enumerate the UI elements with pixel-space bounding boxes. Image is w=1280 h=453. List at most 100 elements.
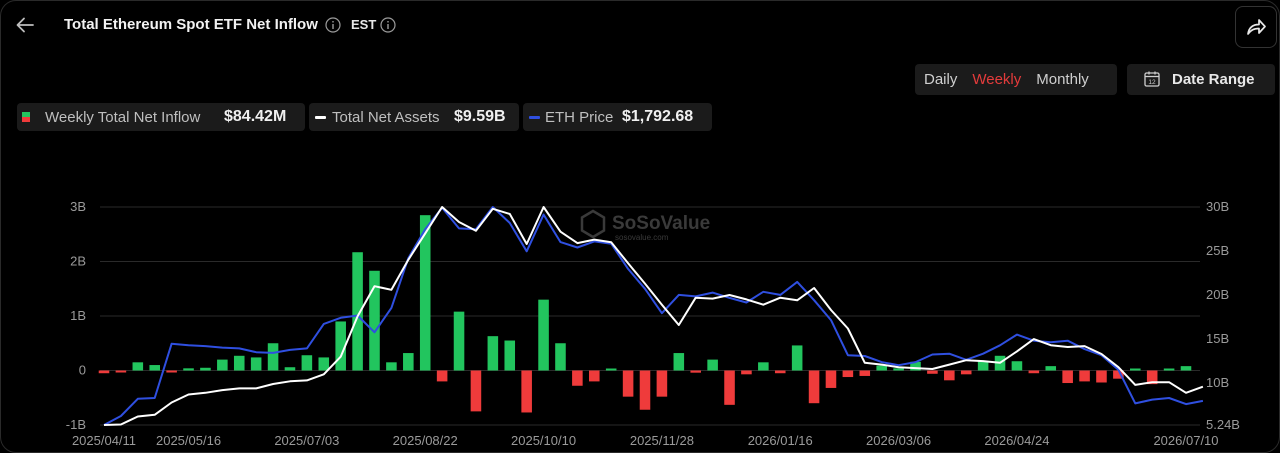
share-button[interactable] [1235, 6, 1277, 48]
y-right-tick-label: 30B [1206, 199, 1229, 214]
net-assets-line [103, 206, 1204, 426]
inflow-bar [639, 370, 651, 410]
eth-price-legend-icon [529, 116, 540, 119]
inflow-bar [335, 321, 346, 371]
inflow-bar [893, 368, 904, 371]
inflow-bar [656, 370, 668, 397]
y-right-tick-label: 10B [1206, 375, 1229, 390]
y-left-tick-label: 1B [70, 308, 86, 323]
inflow-bar [183, 368, 194, 371]
inflow-bar [436, 370, 448, 382]
inflow-bar [1079, 370, 1090, 382]
x-tick-label: 2025/08/22 [393, 433, 458, 448]
inflow-bar [605, 368, 617, 371]
inflow-bar [977, 361, 989, 371]
legend-net-assets[interactable]: Total Net Assets $9.59B [309, 103, 519, 131]
x-tick-label: 2025/07/03 [274, 433, 339, 448]
inflow-bar [318, 357, 330, 371]
inflow-bar [910, 361, 921, 371]
x-tick-label: 2025/04/11 [72, 433, 136, 448]
inflow-bar [927, 370, 938, 374]
legend-inflow-value: $84.42M [224, 108, 287, 125]
inflow-bar [369, 270, 380, 371]
y-right-tick-label: 25B [1206, 243, 1229, 258]
inflow-bar [1146, 370, 1158, 385]
x-tick-label: 2025/11/28 [630, 433, 694, 448]
inflow-bar [115, 370, 127, 373]
inflow-bar [1096, 370, 1107, 383]
y-left-tick-label: 2B [70, 254, 86, 269]
inflow-bar [538, 299, 549, 371]
inflow-bar [403, 353, 414, 371]
inflow-bar [589, 370, 600, 382]
legend-eth-price-label: ETH Price [545, 109, 614, 126]
inflow-bar [572, 370, 583, 386]
calendar-icon: 12 [1144, 71, 1160, 87]
watermark-url: sosovalue.com [615, 233, 669, 242]
timezone-info-icon[interactable] [380, 17, 396, 38]
share-icon [1247, 19, 1266, 35]
inflow-bar [876, 365, 887, 371]
y-left-tick-label: 0 [79, 363, 86, 378]
inflow-bar [504, 340, 516, 371]
inflow-bar [842, 370, 854, 378]
inflow-bar [1130, 368, 1141, 371]
legend-eth-price[interactable]: ETH Price $1,792.68 [523, 103, 712, 131]
timezone-label[interactable]: EST [351, 17, 377, 32]
inflow-bar [487, 336, 499, 371]
inflow-bar [1028, 370, 1040, 374]
inflow-bar [960, 370, 972, 375]
inflow-bar [267, 343, 279, 371]
inflow-bar [1045, 366, 1057, 371]
svg-text:12: 12 [1148, 79, 1156, 86]
inflow-bar [98, 370, 110, 374]
inflow-bar [1180, 366, 1192, 371]
x-tick-label: 2025/05/16 [156, 433, 221, 448]
legend-inflow[interactable]: Weekly Total Net Inflow $84.42M [17, 103, 305, 131]
tab-weekly[interactable]: Weekly [972, 71, 1022, 88]
inflow-bar [233, 355, 245, 371]
inflow-bar [521, 370, 532, 413]
legend-net-assets-value: $9.59B [454, 108, 506, 125]
inflow-bar [859, 370, 871, 376]
x-tick-label: 2025/10/10 [511, 433, 576, 448]
net-assets-legend-icon [315, 116, 326, 119]
interval-selector: Daily Weekly Monthly [915, 64, 1117, 95]
legend-inflow-label: Weekly Total Net Inflow [45, 109, 201, 126]
inflow-bar [132, 362, 144, 371]
inflow-bar [386, 362, 397, 371]
x-tick-label: 2026/01/16 [748, 433, 813, 448]
y-right-tick-label: 15B [1206, 331, 1229, 346]
inflow-bar [758, 362, 769, 371]
page-title: Total Ethereum Spot ETF Net Inflow [64, 16, 318, 33]
x-tick-label: 2026/07/10 [1153, 433, 1218, 448]
inflow-bar [690, 370, 701, 373]
inflow-bar [419, 215, 431, 371]
inflow-bar [200, 367, 211, 371]
legend-eth-price-value: $1,792.68 [622, 108, 694, 125]
y-right-tick-label: 5.24B [1206, 417, 1240, 432]
inflow-bar [1113, 370, 1124, 379]
y-left-tick-label: 3B [70, 199, 86, 214]
inflow-bar [622, 370, 634, 397]
info-icon[interactable] [325, 17, 341, 38]
inflow-bar [791, 345, 803, 371]
inflow-bar [470, 370, 482, 412]
sosovalue-watermark: SoSoValue sosovalue.com [580, 209, 710, 242]
inflow-bar [555, 343, 566, 371]
inflow-bar [741, 370, 752, 375]
inflow-bar [944, 370, 955, 381]
inflow-bar [301, 355, 313, 371]
y-left-tick-label: -1B [66, 417, 86, 432]
x-tick-label: 2026/04/24 [984, 433, 1049, 448]
inflow-bar [1062, 370, 1073, 384]
tab-monthly[interactable]: Monthly [1036, 71, 1089, 88]
inflow-bar [774, 370, 786, 374]
back-arrow-icon[interactable] [14, 14, 36, 36]
inflow-bar [673, 353, 685, 371]
inflow-bar [149, 365, 160, 371]
date-range-button[interactable]: 12 Date Range [1127, 64, 1275, 95]
tab-daily[interactable]: Daily [924, 71, 958, 88]
watermark-name: SoSoValue [612, 213, 710, 234]
